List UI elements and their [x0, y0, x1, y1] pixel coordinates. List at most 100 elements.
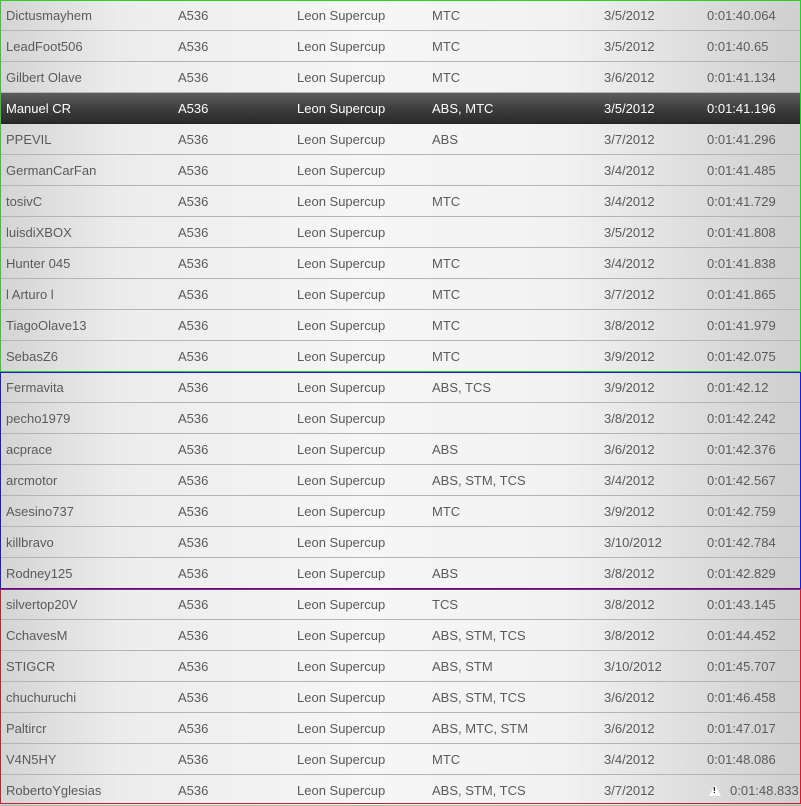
time-cell: 0:01:42.376: [707, 442, 776, 457]
date-cell: 3/6/2012: [604, 442, 655, 457]
driver-cell: Rodney125: [6, 566, 73, 581]
driver-cell: Paltircr: [6, 721, 47, 736]
assists-cell: ABS: [432, 132, 459, 147]
car-cell: A536: [178, 349, 209, 364]
driver-cell: Hunter 045: [6, 256, 71, 271]
table-row[interactable]: Manuel CR A536 Leon Supercup ABS, MTC 3/5/20…: [0, 93, 801, 124]
table-row[interactable]: LeadFoot506 A536 Leon Supercup MTC 3/5/2012 0…: [0, 31, 801, 62]
time-cell: 0:01:41.196: [707, 101, 776, 116]
date-cell: 3/9/2012: [604, 380, 655, 395]
track-cell: Leon Supercup: [297, 659, 386, 674]
assists-cell: MTC: [432, 256, 461, 271]
driver-cell: Manuel CR: [6, 101, 72, 116]
track-cell: Leon Supercup: [297, 690, 386, 705]
table-row[interactable]: Gilbert Olave A536 Leon Supercup MTC 3/6/201…: [0, 62, 801, 93]
table-row[interactable]: Hunter 045 A536 Leon Supercup MTC 3/4/2012 0:…: [0, 248, 801, 279]
date-cell: 3/5/2012: [604, 8, 655, 23]
time-cell: 0:01:41.808: [707, 225, 776, 240]
table-row[interactable]: luisdiXBOX A536 Leon Supercup 3/5/2012 0:01:…: [0, 217, 801, 248]
time-cell: 0:01:48.086: [707, 752, 776, 767]
assists-cell: ABS, STM, TCS: [432, 783, 526, 798]
track-cell: Leon Supercup: [297, 39, 386, 54]
table-row[interactable]: RobertoYglesias A536 Leon Supercup ABS, STM…: [0, 775, 801, 806]
assists-cell: MTC: [432, 318, 461, 333]
table-row[interactable]: pecho1979 A536 Leon Supercup 3/8/2012 0:01:4…: [0, 403, 801, 434]
car-cell: A536: [178, 39, 209, 54]
assists-cell: TCS: [432, 597, 458, 612]
date-cell: 3/8/2012: [604, 597, 655, 612]
time-cell: 0:01:42.567: [707, 473, 776, 488]
driver-cell: RobertoYglesias: [6, 783, 102, 798]
table-row[interactable]: acprace A536 Leon Supercup ABS 3/6/2012 0:01:…: [0, 434, 801, 465]
assists-cell: MTC: [432, 752, 461, 767]
time-cell: 0:01:40.064: [707, 8, 776, 23]
car-cell: A536: [178, 225, 209, 240]
table-row[interactable]: killbravo A536 Leon Supercup 3/10/2012 0:01:…: [0, 527, 801, 558]
time-cell: 0:01:42.759: [707, 504, 776, 519]
track-cell: Leon Supercup: [297, 70, 386, 85]
track-cell: Leon Supercup: [297, 442, 386, 457]
assists-cell: ABS: [432, 566, 459, 581]
driver-cell: GermanCarFan: [6, 163, 97, 178]
table-row[interactable]: TiagoOlave13 A536 Leon Supercup MTC 3/8/2012…: [0, 310, 801, 341]
assists-cell: ABS, STM, TCS: [432, 473, 526, 488]
track-cell: Leon Supercup: [297, 411, 386, 426]
date-cell: 3/6/2012: [604, 721, 655, 736]
table-row[interactable]: Paltircr A536 Leon Supercup ABS, MTC, STM 3/…: [0, 713, 801, 744]
time-cell: 0:01:42.12: [707, 380, 769, 395]
table-row[interactable]: Asesino737 A536 Leon Supercup MTC 3/9/2012 0:…: [0, 496, 801, 527]
date-cell: 3/7/2012: [604, 287, 655, 302]
date-cell: 3/4/2012: [604, 752, 655, 767]
driver-cell: SebasZ6: [6, 349, 59, 364]
driver-cell: chuchuruchi: [6, 690, 77, 705]
track-cell: Leon Supercup: [297, 163, 386, 178]
car-cell: A536: [178, 597, 209, 612]
time-cell: 0:01:41.296: [707, 132, 776, 147]
track-cell: Leon Supercup: [297, 256, 386, 271]
date-cell: 3/8/2012: [604, 566, 655, 581]
table-row[interactable]: Rodney125 A536 Leon Supercup ABS 3/8/2012 0:0…: [0, 558, 801, 589]
car-cell: A536: [178, 535, 209, 550]
date-cell: 3/4/2012: [604, 163, 655, 178]
driver-cell: PPEVIL: [6, 132, 52, 147]
date-cell: 3/8/2012: [604, 318, 655, 333]
assists-cell: MTC: [432, 70, 461, 85]
driver-cell: Gilbert Olave: [6, 70, 82, 85]
assists-cell: MTC: [432, 349, 461, 364]
driver-cell: STIGCR: [6, 659, 56, 674]
date-cell: 3/9/2012: [604, 349, 655, 364]
track-cell: Leon Supercup: [297, 101, 386, 116]
track-cell: Leon Supercup: [297, 566, 386, 581]
driver-cell: V4N5HY: [6, 752, 57, 767]
table-row[interactable]: STIGCR A536 Leon Supercup ABS, STM 3/10/2012…: [0, 651, 801, 682]
driver-cell: silvertop20V: [6, 597, 78, 612]
assists-cell: ABS, STM: [432, 659, 493, 674]
track-cell: Leon Supercup: [297, 380, 386, 395]
car-cell: A536: [178, 659, 209, 674]
table-row[interactable]: chuchuruchi A536 Leon Supercup ABS, STM, TC…: [0, 682, 801, 713]
assists-cell: MTC: [432, 287, 461, 302]
date-cell: 3/4/2012: [604, 473, 655, 488]
table-row[interactable]: tosivC A536 Leon Supercup MTC 3/4/2012 0:01:4…: [0, 186, 801, 217]
table-row[interactable]: Fermavita A536 Leon Supercup ABS, TCS 3/9/20…: [0, 372, 801, 403]
table-row[interactable]: PPEVIL A536 Leon Supercup ABS 3/7/2012 0:01:4…: [0, 124, 801, 155]
table-row[interactable]: l Arturo l A536 Leon Supercup MTC 3/7/2012 0:…: [0, 279, 801, 310]
table-row[interactable]: arcmotor A536 Leon Supercup ABS, STM, TCS 3/…: [0, 465, 801, 496]
table-row[interactable]: silvertop20V A536 Leon Supercup TCS 3/8/2012…: [0, 589, 801, 620]
driver-cell: Dictusmayhem: [6, 8, 92, 23]
table-row[interactable]: V4N5HY A536 Leon Supercup MTC 3/4/2012 0:01:4…: [0, 744, 801, 775]
car-cell: A536: [178, 380, 209, 395]
driver-cell: CchavesM: [6, 628, 68, 643]
table-row[interactable]: CchavesM A536 Leon Supercup ABS, STM, TCS 3/…: [0, 620, 801, 651]
assists-cell: ABS: [432, 442, 459, 457]
time-cell: 0:01:43.145: [707, 597, 776, 612]
table-row[interactable]: GermanCarFan A536 Leon Supercup 3/4/2012 0:0…: [0, 155, 801, 186]
track-cell: Leon Supercup: [297, 535, 386, 550]
track-cell: Leon Supercup: [297, 194, 386, 209]
assists-cell: ABS, STM, TCS: [432, 628, 526, 643]
table-row[interactable]: Dictusmayhem A536 Leon Supercup MTC 3/5/2012…: [0, 0, 801, 31]
table-row[interactable]: SebasZ6 A536 Leon Supercup MTC 3/9/2012 0:01:…: [0, 341, 801, 372]
track-cell: Leon Supercup: [297, 8, 386, 23]
time-cell: 0:01:46.458: [707, 690, 776, 705]
car-cell: A536: [178, 256, 209, 271]
